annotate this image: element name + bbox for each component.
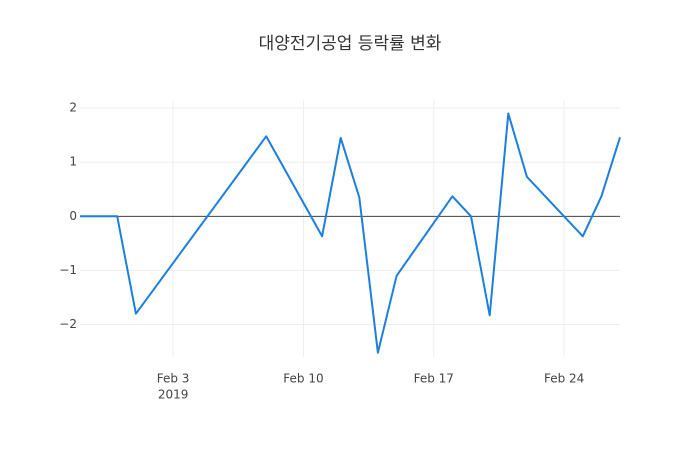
x-tick-label: Feb 17 [414,372,454,386]
y-tick-label: −2 [59,317,77,331]
x-tick-label: Feb 3 [157,372,190,386]
line-series [80,112,621,354]
y-tick-label: −1 [59,263,77,277]
y-tick-label: 0 [69,209,77,223]
x-tick-label: Feb 24 [544,372,584,386]
x-tick-label: Feb 10 [283,372,323,386]
x-year-label: 2019 [158,388,189,402]
y-tick-label: 2 [69,101,77,115]
chart-title: 대양전기공업 등락률 변화 [259,34,442,54]
y-tick-label: 1 [69,155,77,169]
